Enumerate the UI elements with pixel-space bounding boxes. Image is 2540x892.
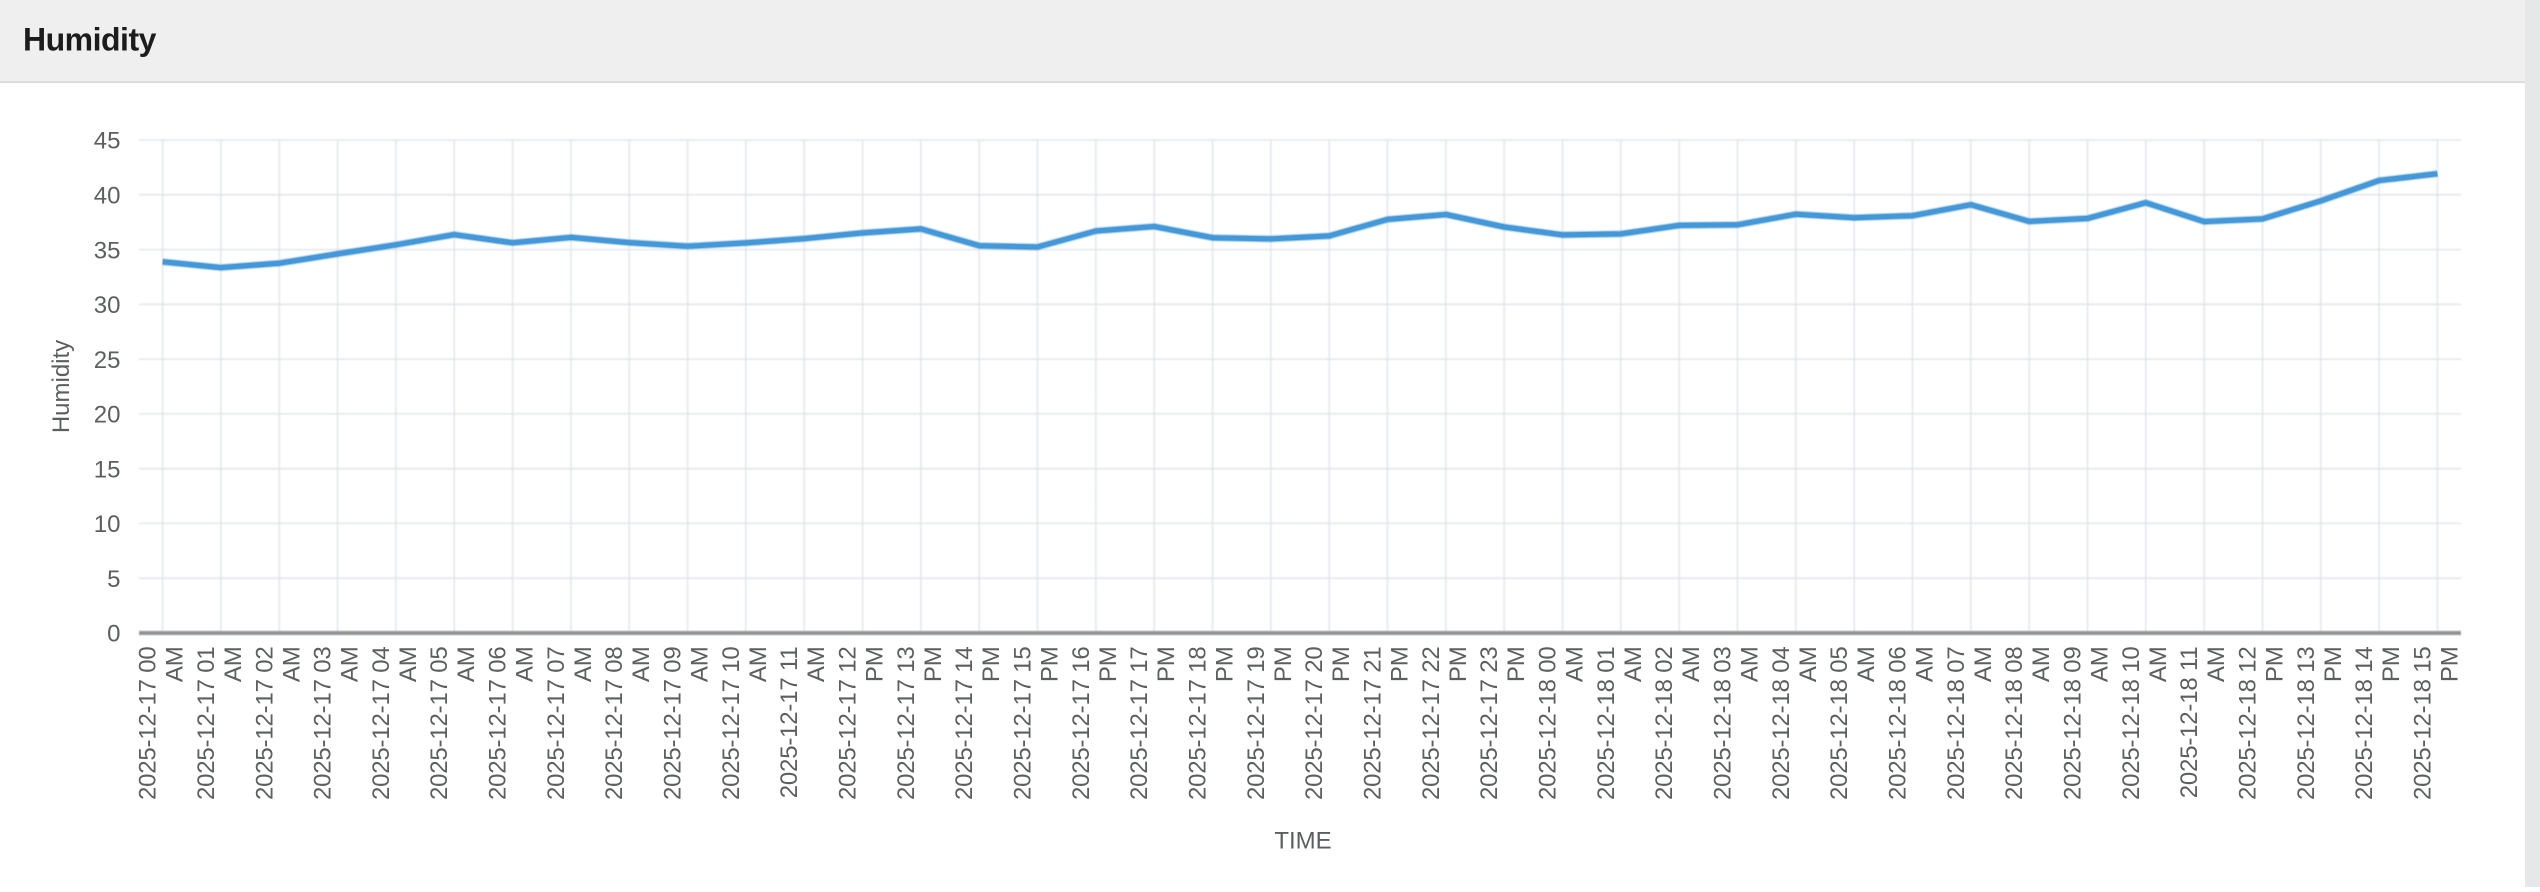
svg-text:2025-12-18 04AM: 2025-12-18 04AM — [1768, 647, 1822, 801]
svg-text:10: 10 — [94, 511, 121, 538]
svg-text:2025-12-17 05AM: 2025-12-17 05AM — [426, 647, 480, 801]
svg-text:2025-12-18 05AM: 2025-12-18 05AM — [1826, 647, 1880, 801]
svg-text:2025-12-17 01AM: 2025-12-17 01AM — [193, 647, 247, 801]
svg-text:2025-12-17 00AM: 2025-12-17 00AM — [135, 647, 189, 801]
svg-text:2025-12-18 15PM: 2025-12-18 15PM — [2410, 647, 2464, 801]
svg-text:2025-12-17 17PM: 2025-12-17 17PM — [1126, 647, 1180, 801]
svg-text:2025-12-18 03AM: 2025-12-18 03AM — [1710, 647, 1764, 801]
svg-text:2025-12-18 12PM: 2025-12-18 12PM — [2235, 647, 2289, 801]
svg-text:15: 15 — [94, 456, 121, 483]
svg-text:2025-12-17 21PM: 2025-12-17 21PM — [1360, 647, 1414, 801]
svg-text:2025-12-17 18PM: 2025-12-17 18PM — [1185, 647, 1239, 801]
svg-text:2025-12-17 23PM: 2025-12-17 23PM — [1476, 647, 1530, 801]
svg-text:2025-12-17 11AM: 2025-12-17 11AM — [776, 647, 830, 799]
svg-text:2025-12-18 02AM: 2025-12-18 02AM — [1651, 647, 1705, 801]
svg-text:2025-12-17 12PM: 2025-12-17 12PM — [835, 647, 889, 801]
svg-text:2025-12-18 08AM: 2025-12-18 08AM — [2001, 647, 2055, 801]
svg-text:Humidity: Humidity — [23, 22, 157, 58]
svg-text:20: 20 — [94, 402, 121, 429]
svg-text:2025-12-17 13PM: 2025-12-17 13PM — [893, 647, 947, 801]
svg-text:Humidity: Humidity — [48, 340, 75, 433]
svg-text:2025-12-17 07AM: 2025-12-17 07AM — [543, 647, 597, 801]
svg-text:2025-12-17 04AM: 2025-12-17 04AM — [368, 647, 422, 801]
svg-text:30: 30 — [94, 292, 121, 319]
svg-text:2025-12-18 06AM: 2025-12-18 06AM — [1885, 647, 1939, 801]
svg-text:2025-12-18 11AM: 2025-12-18 11AM — [2176, 647, 2230, 799]
svg-text:0: 0 — [107, 621, 120, 648]
svg-text:40: 40 — [94, 183, 121, 210]
svg-text:25: 25 — [94, 347, 121, 374]
svg-text:2025-12-18 01AM: 2025-12-18 01AM — [1593, 647, 1647, 801]
svg-text:2025-12-17 09AM: 2025-12-17 09AM — [660, 647, 714, 801]
svg-text:2025-12-17 06AM: 2025-12-17 06AM — [485, 647, 539, 801]
svg-text:2025-12-18 00AM: 2025-12-18 00AM — [1535, 647, 1589, 801]
svg-text:2025-12-18 10AM: 2025-12-18 10AM — [2118, 647, 2172, 801]
svg-text:2025-12-17 15PM: 2025-12-17 15PM — [1010, 647, 1064, 801]
svg-text:2025-12-17 08AM: 2025-12-17 08AM — [601, 647, 655, 801]
svg-text:2025-12-17 16PM: 2025-12-17 16PM — [1068, 647, 1122, 801]
svg-text:2025-12-18 09AM: 2025-12-18 09AM — [2060, 647, 2114, 801]
svg-text:2025-12-17 02AM: 2025-12-17 02AM — [251, 647, 305, 801]
svg-text:2025-12-18 07AM: 2025-12-18 07AM — [1943, 647, 1997, 801]
svg-text:TIME: TIME — [1274, 828, 1331, 855]
svg-text:2025-12-17 20PM: 2025-12-17 20PM — [1301, 647, 1355, 801]
svg-text:5: 5 — [107, 566, 120, 593]
svg-text:2025-12-17 03AM: 2025-12-17 03AM — [310, 647, 364, 801]
svg-text:45: 45 — [94, 128, 121, 155]
svg-text:2025-12-18 13PM: 2025-12-18 13PM — [2293, 647, 2347, 801]
svg-text:2025-12-18 14PM: 2025-12-18 14PM — [2351, 647, 2405, 801]
svg-text:2025-12-17 19PM: 2025-12-17 19PM — [1243, 647, 1297, 801]
svg-text:2025-12-17 14PM: 2025-12-17 14PM — [951, 647, 1005, 801]
svg-text:2025-12-17 10AM: 2025-12-17 10AM — [718, 647, 772, 801]
svg-text:2025-12-17 22PM: 2025-12-17 22PM — [1418, 647, 1472, 801]
svg-text:35: 35 — [94, 237, 121, 264]
